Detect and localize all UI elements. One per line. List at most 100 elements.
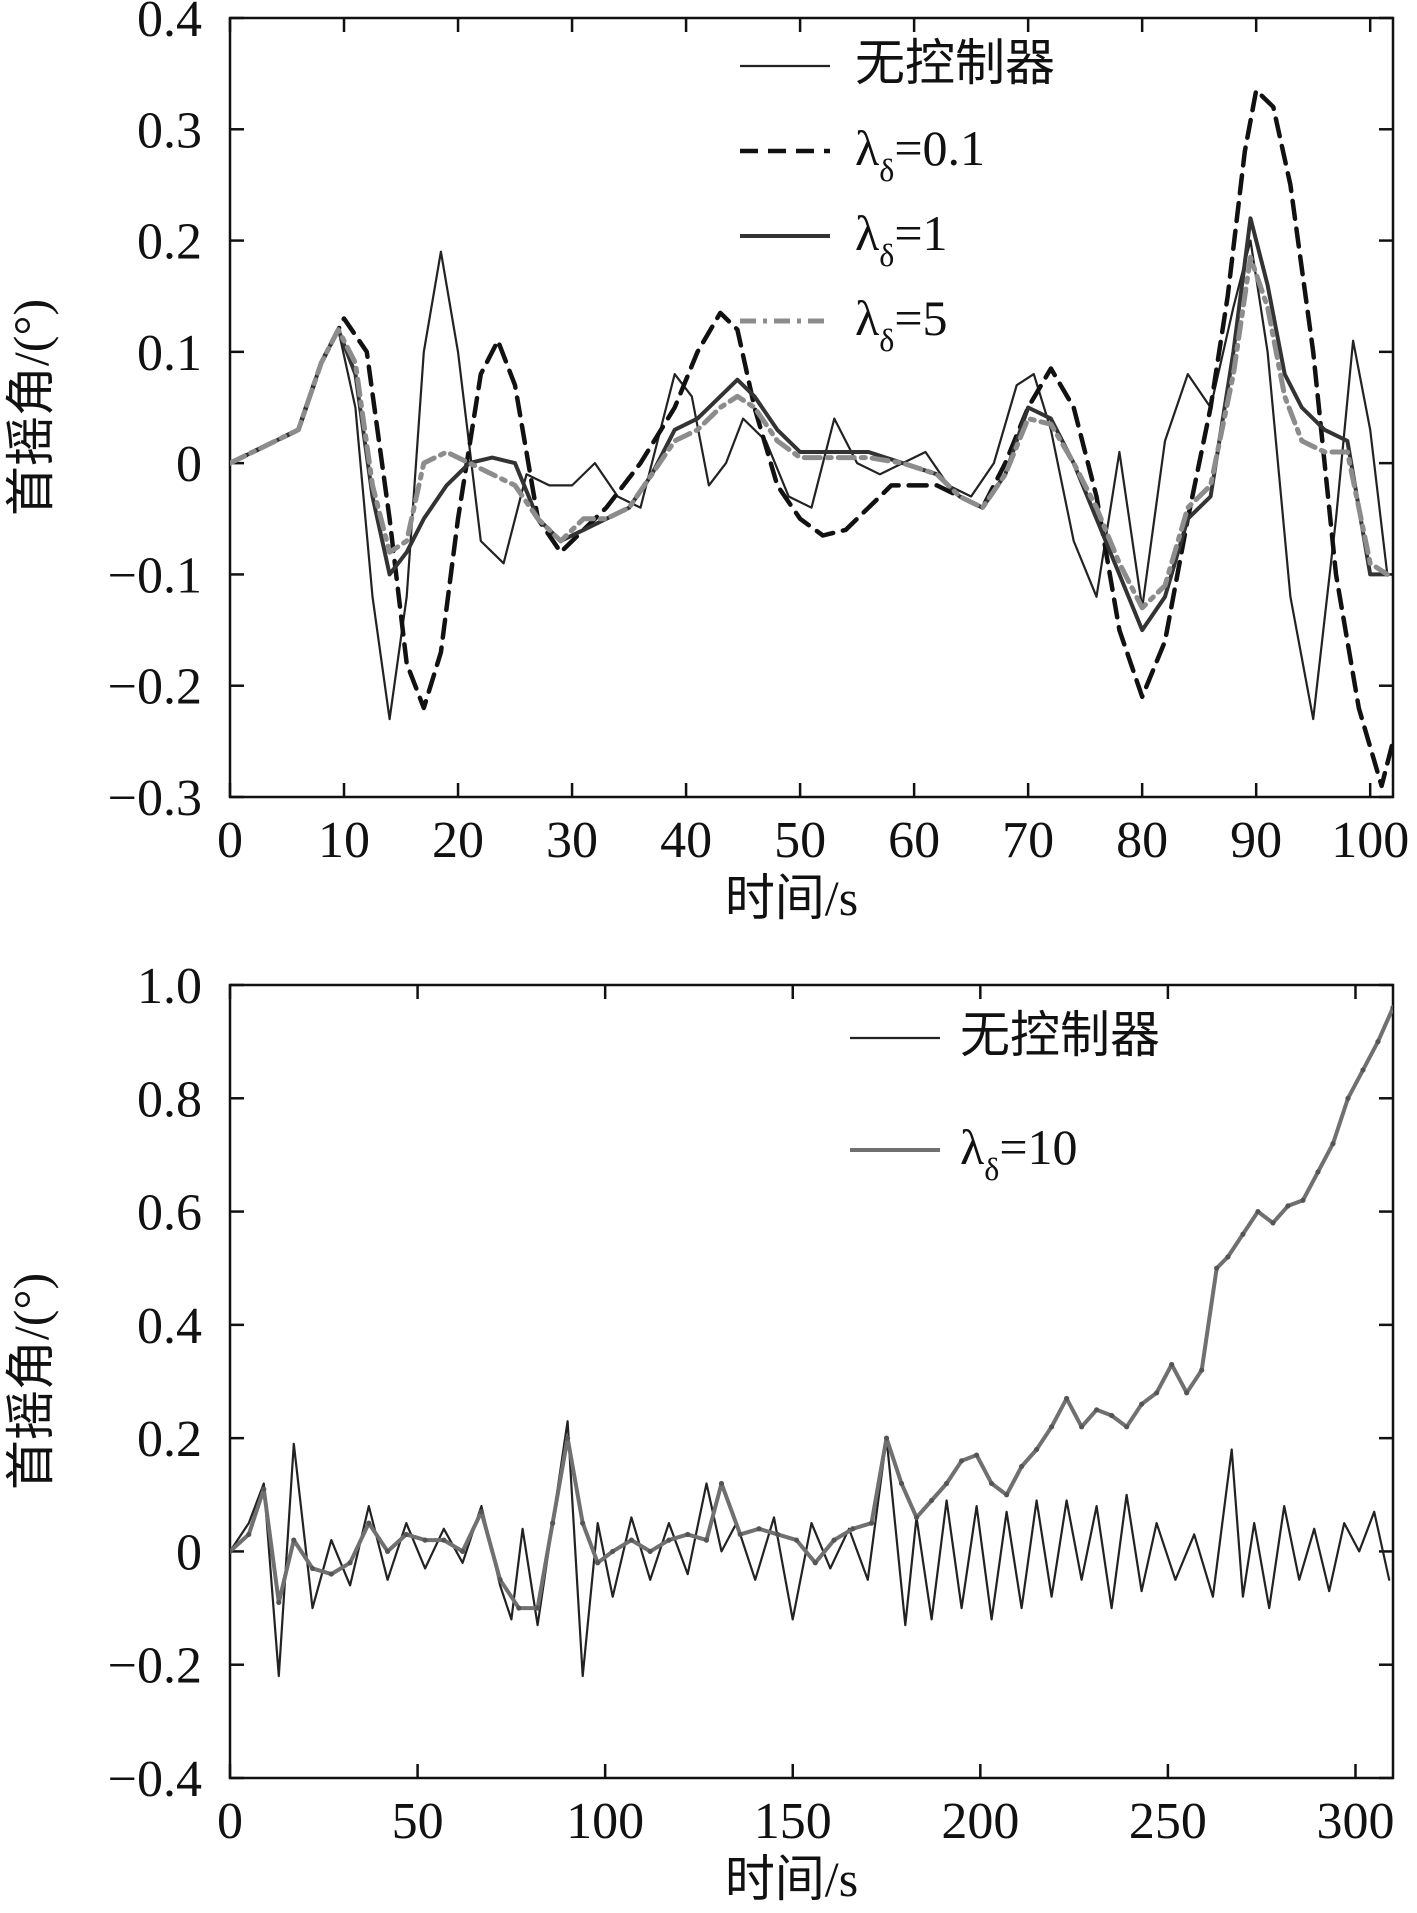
series-point <box>595 1560 601 1566</box>
y-tick-label: 0.1 <box>137 325 202 382</box>
y-tick-label: 0.4 <box>137 0 202 48</box>
x-tick-label: 150 <box>754 1793 832 1850</box>
y-tick-label: 0.2 <box>137 1411 202 1468</box>
series-point <box>793 1537 800 1543</box>
series-point <box>1079 1424 1085 1430</box>
chart-bottom: 1.0 0.8 0.6 0.4 0.2 0 −0.2 −0.4 0 50 100 150 200 250 3… <box>3 958 1395 1907</box>
series-line-1-1 <box>230 1005 1393 1611</box>
series-point <box>403 1531 409 1538</box>
legend-subscript: δ <box>984 1151 999 1187</box>
series-point <box>756 1526 762 1532</box>
legend-value: =10 <box>999 1119 1077 1175</box>
series-point <box>988 1480 995 1487</box>
plot-frame <box>228 983 1395 1780</box>
x-tick-label: 50 <box>392 1793 444 1850</box>
legend-label: λδ=1 <box>855 205 948 273</box>
series-point <box>366 1520 372 1526</box>
y-tick-label: 0.6 <box>137 1185 202 1242</box>
x-tick-label: 40 <box>660 812 712 869</box>
series-point <box>580 1520 586 1526</box>
series-point <box>1330 1141 1336 1147</box>
series-point <box>291 1537 297 1543</box>
series-point <box>883 1435 890 1441</box>
series-line-0-1 <box>230 88 1393 789</box>
series-point <box>276 1599 282 1606</box>
series-point <box>628 1537 635 1543</box>
chart-top: 0.4 0.3 0.2 0.1 0 −0.1 −0.2 −0.3 0 10 20 30 40 50 60 70… <box>3 0 1409 926</box>
series-point <box>422 1537 428 1543</box>
series-point <box>898 1480 905 1487</box>
series-point <box>246 1531 252 1538</box>
series-point <box>460 1548 466 1555</box>
series-point <box>1199 1367 1205 1373</box>
legend-symbol: λ <box>855 120 879 176</box>
legend-symbol: λ <box>855 205 879 261</box>
y-axis-label: 首摇角/(°) <box>3 299 59 516</box>
y-tick-label: −0.1 <box>108 547 202 604</box>
legend-label: λδ=10 <box>960 1119 1078 1187</box>
series-point <box>703 1537 710 1543</box>
series-point <box>1360 1067 1366 1073</box>
plot-frame <box>228 16 1395 799</box>
x-tick-label: 70 <box>1002 812 1054 869</box>
y-tick-label: 0.2 <box>137 214 202 271</box>
legend-value: =0.1 <box>894 120 985 176</box>
series-point <box>1240 1231 1246 1237</box>
legend-symbol: λ <box>855 290 879 346</box>
legend-subscript: δ <box>879 237 894 273</box>
series-point <box>550 1520 556 1526</box>
x-axis-label: 时间/s <box>725 870 858 926</box>
series-point <box>831 1537 837 1543</box>
series-point <box>261 1486 267 1492</box>
y-tick-label: −0.4 <box>108 1751 202 1808</box>
series-point <box>1345 1095 1351 1101</box>
y-tick-label: 0 <box>176 1524 202 1581</box>
series-point <box>913 1514 920 1521</box>
series-point <box>565 1435 571 1441</box>
series-point <box>1018 1463 1025 1470</box>
legend-label: λδ=0.1 <box>855 120 985 188</box>
legend-value: =5 <box>894 290 947 346</box>
x-tick-label: 200 <box>941 1793 1019 1850</box>
y-tick-label: 0.4 <box>137 1298 202 1355</box>
series-point <box>1139 1401 1145 1407</box>
series-point <box>1214 1265 1220 1271</box>
series-point <box>1375 1039 1381 1045</box>
y-axis-label: 首摇角/(°) <box>3 1273 59 1490</box>
series-point <box>328 1571 334 1577</box>
series-point <box>973 1452 980 1458</box>
series-point <box>928 1497 935 1504</box>
x-tick-label: 0 <box>217 812 243 869</box>
series-point <box>943 1480 950 1487</box>
y-tick-label: −0.2 <box>108 659 202 716</box>
series-point <box>309 1565 316 1572</box>
x-tick-label: 20 <box>432 812 484 869</box>
series-point <box>868 1520 875 1526</box>
legend-label: λδ=5 <box>855 290 948 358</box>
x-tick-label: 0 <box>217 1793 243 1850</box>
x-tick-label: 50 <box>774 812 826 869</box>
x-tick-label: 10 <box>318 812 370 869</box>
series-point <box>666 1537 672 1543</box>
legend-value: =1 <box>894 205 947 261</box>
series-point <box>1169 1361 1175 1368</box>
x-tick-label: 60 <box>888 812 940 869</box>
series-line-0-2 <box>230 216 1390 633</box>
x-tick-label: 30 <box>546 812 598 869</box>
y-tick-label: 1.0 <box>137 958 202 1015</box>
series-point <box>230 1548 233 1555</box>
x-axis-label: 时间/s <box>725 1851 858 1907</box>
series-point <box>1033 1446 1040 1453</box>
y-tick-label: 0.8 <box>137 1071 202 1128</box>
series-point <box>1390 1005 1393 1011</box>
series-point <box>347 1560 353 1566</box>
series-point <box>850 1526 856 1532</box>
x-tick-label: 300 <box>1316 1793 1394 1850</box>
x-tick-label: 90 <box>1230 812 1282 869</box>
legend-symbol: λ <box>960 1119 984 1175</box>
series-point <box>1154 1390 1160 1396</box>
legend-subscript: δ <box>879 322 894 358</box>
series-point <box>441 1537 447 1543</box>
series-point <box>1225 1254 1231 1260</box>
series-point <box>1003 1492 1010 1498</box>
